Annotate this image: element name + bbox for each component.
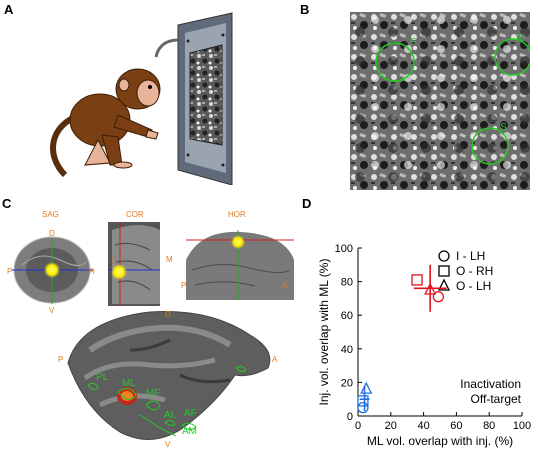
cortex-v: V xyxy=(165,440,171,449)
y-axis-label: Inj. vol. overlap with ML (%) xyxy=(317,259,331,406)
inflated-cortex: PL ML MF AL AF AM D V P A xyxy=(58,310,278,449)
legend-triangle-marker xyxy=(437,278,451,291)
mri-brain-panel: SAG COR HOR D V P A L M P A xyxy=(7,210,294,449)
y-tick-label: 100 xyxy=(335,243,353,255)
sagittal-view: D V P A xyxy=(7,229,95,315)
legend-label: I - LH xyxy=(456,249,485,263)
roi-mf: MF xyxy=(146,388,160,399)
data-marks xyxy=(357,264,447,414)
legend-circle-marker xyxy=(438,250,450,262)
x-tick-label: 80 xyxy=(483,420,495,432)
hor-a: A xyxy=(282,281,288,290)
y-ticks: 0 20 40 60 80 100 xyxy=(335,243,362,423)
data-point-circle xyxy=(357,401,369,414)
monkey-setup-illustration xyxy=(50,12,233,185)
label-r: R xyxy=(516,33,523,44)
y-tick-label: 0 xyxy=(347,411,353,423)
monitor-screen xyxy=(189,44,223,146)
cor-l: L xyxy=(112,255,117,264)
x-tick-label: 0 xyxy=(355,420,361,432)
roi-am: AM xyxy=(182,426,197,437)
x-tick-label: 20 xyxy=(385,420,397,432)
stimulus-image: F R S xyxy=(350,12,530,190)
roi-af: AF xyxy=(184,408,197,419)
x-axis-label: ML vol. overlap with inj. (%) xyxy=(367,434,513,448)
panel-a-letter: A xyxy=(4,2,14,17)
legend-label: O - RH xyxy=(456,264,493,278)
data-point-square xyxy=(357,395,369,407)
roi-al: AL xyxy=(164,410,177,421)
face-roi-r xyxy=(494,38,530,76)
face-roi-s xyxy=(471,127,509,165)
annotation-inactivation: Inactivation xyxy=(460,377,521,391)
x-ticks: 0 20 40 60 80 100 xyxy=(355,412,531,432)
x-tick-label: 60 xyxy=(450,420,462,432)
roi-pl: PL xyxy=(96,372,109,383)
face-roi-f xyxy=(375,42,415,82)
data-point-square xyxy=(411,274,423,286)
sag-v: V xyxy=(49,306,55,315)
panel-c-letter: C xyxy=(2,196,12,211)
legend-label: O - LH xyxy=(456,279,491,293)
sag-a: A xyxy=(89,267,95,276)
label-cor: COR xyxy=(126,210,144,219)
data-point-triangle xyxy=(424,282,437,295)
y-tick-label: 20 xyxy=(341,377,353,389)
monkey-drawing xyxy=(50,68,161,178)
cortex-a: A xyxy=(272,355,278,364)
label-f: F xyxy=(410,37,416,48)
hor-p: P xyxy=(181,281,186,290)
y-tick-label: 60 xyxy=(341,310,353,322)
panel-d-letter: D xyxy=(302,196,312,211)
roi-ml: ML xyxy=(122,378,136,389)
legend-square-marker xyxy=(438,265,450,277)
cortex-d: D xyxy=(165,310,171,319)
sag-p: P xyxy=(7,267,12,276)
label-hor: HOR xyxy=(228,210,246,219)
label-sag: SAG xyxy=(42,210,59,219)
y-tick-label: 80 xyxy=(341,277,353,289)
data-point-circle xyxy=(432,291,445,303)
sag-d: D xyxy=(49,229,55,238)
panel-b-letter: B xyxy=(300,2,310,17)
horizontal-view: P A xyxy=(181,230,294,300)
data-point-triangle xyxy=(360,381,373,394)
y-tick-label: 40 xyxy=(341,344,353,356)
x-tick-label: 40 xyxy=(417,420,429,432)
coronal-view: L M xyxy=(108,222,173,306)
overlap-scatter-chart: 0 20 40 60 80 100 0 20 40 60 80 100 ML vol. overla… xyxy=(317,243,531,448)
annotation-offtarget: Off-target xyxy=(471,392,522,406)
x-tick-label: 100 xyxy=(513,420,531,432)
cor-m: M xyxy=(166,255,173,264)
legend: I - LHO - RHO - LH xyxy=(437,249,493,293)
label-s: S xyxy=(500,122,507,133)
cortex-p: P xyxy=(58,355,63,364)
